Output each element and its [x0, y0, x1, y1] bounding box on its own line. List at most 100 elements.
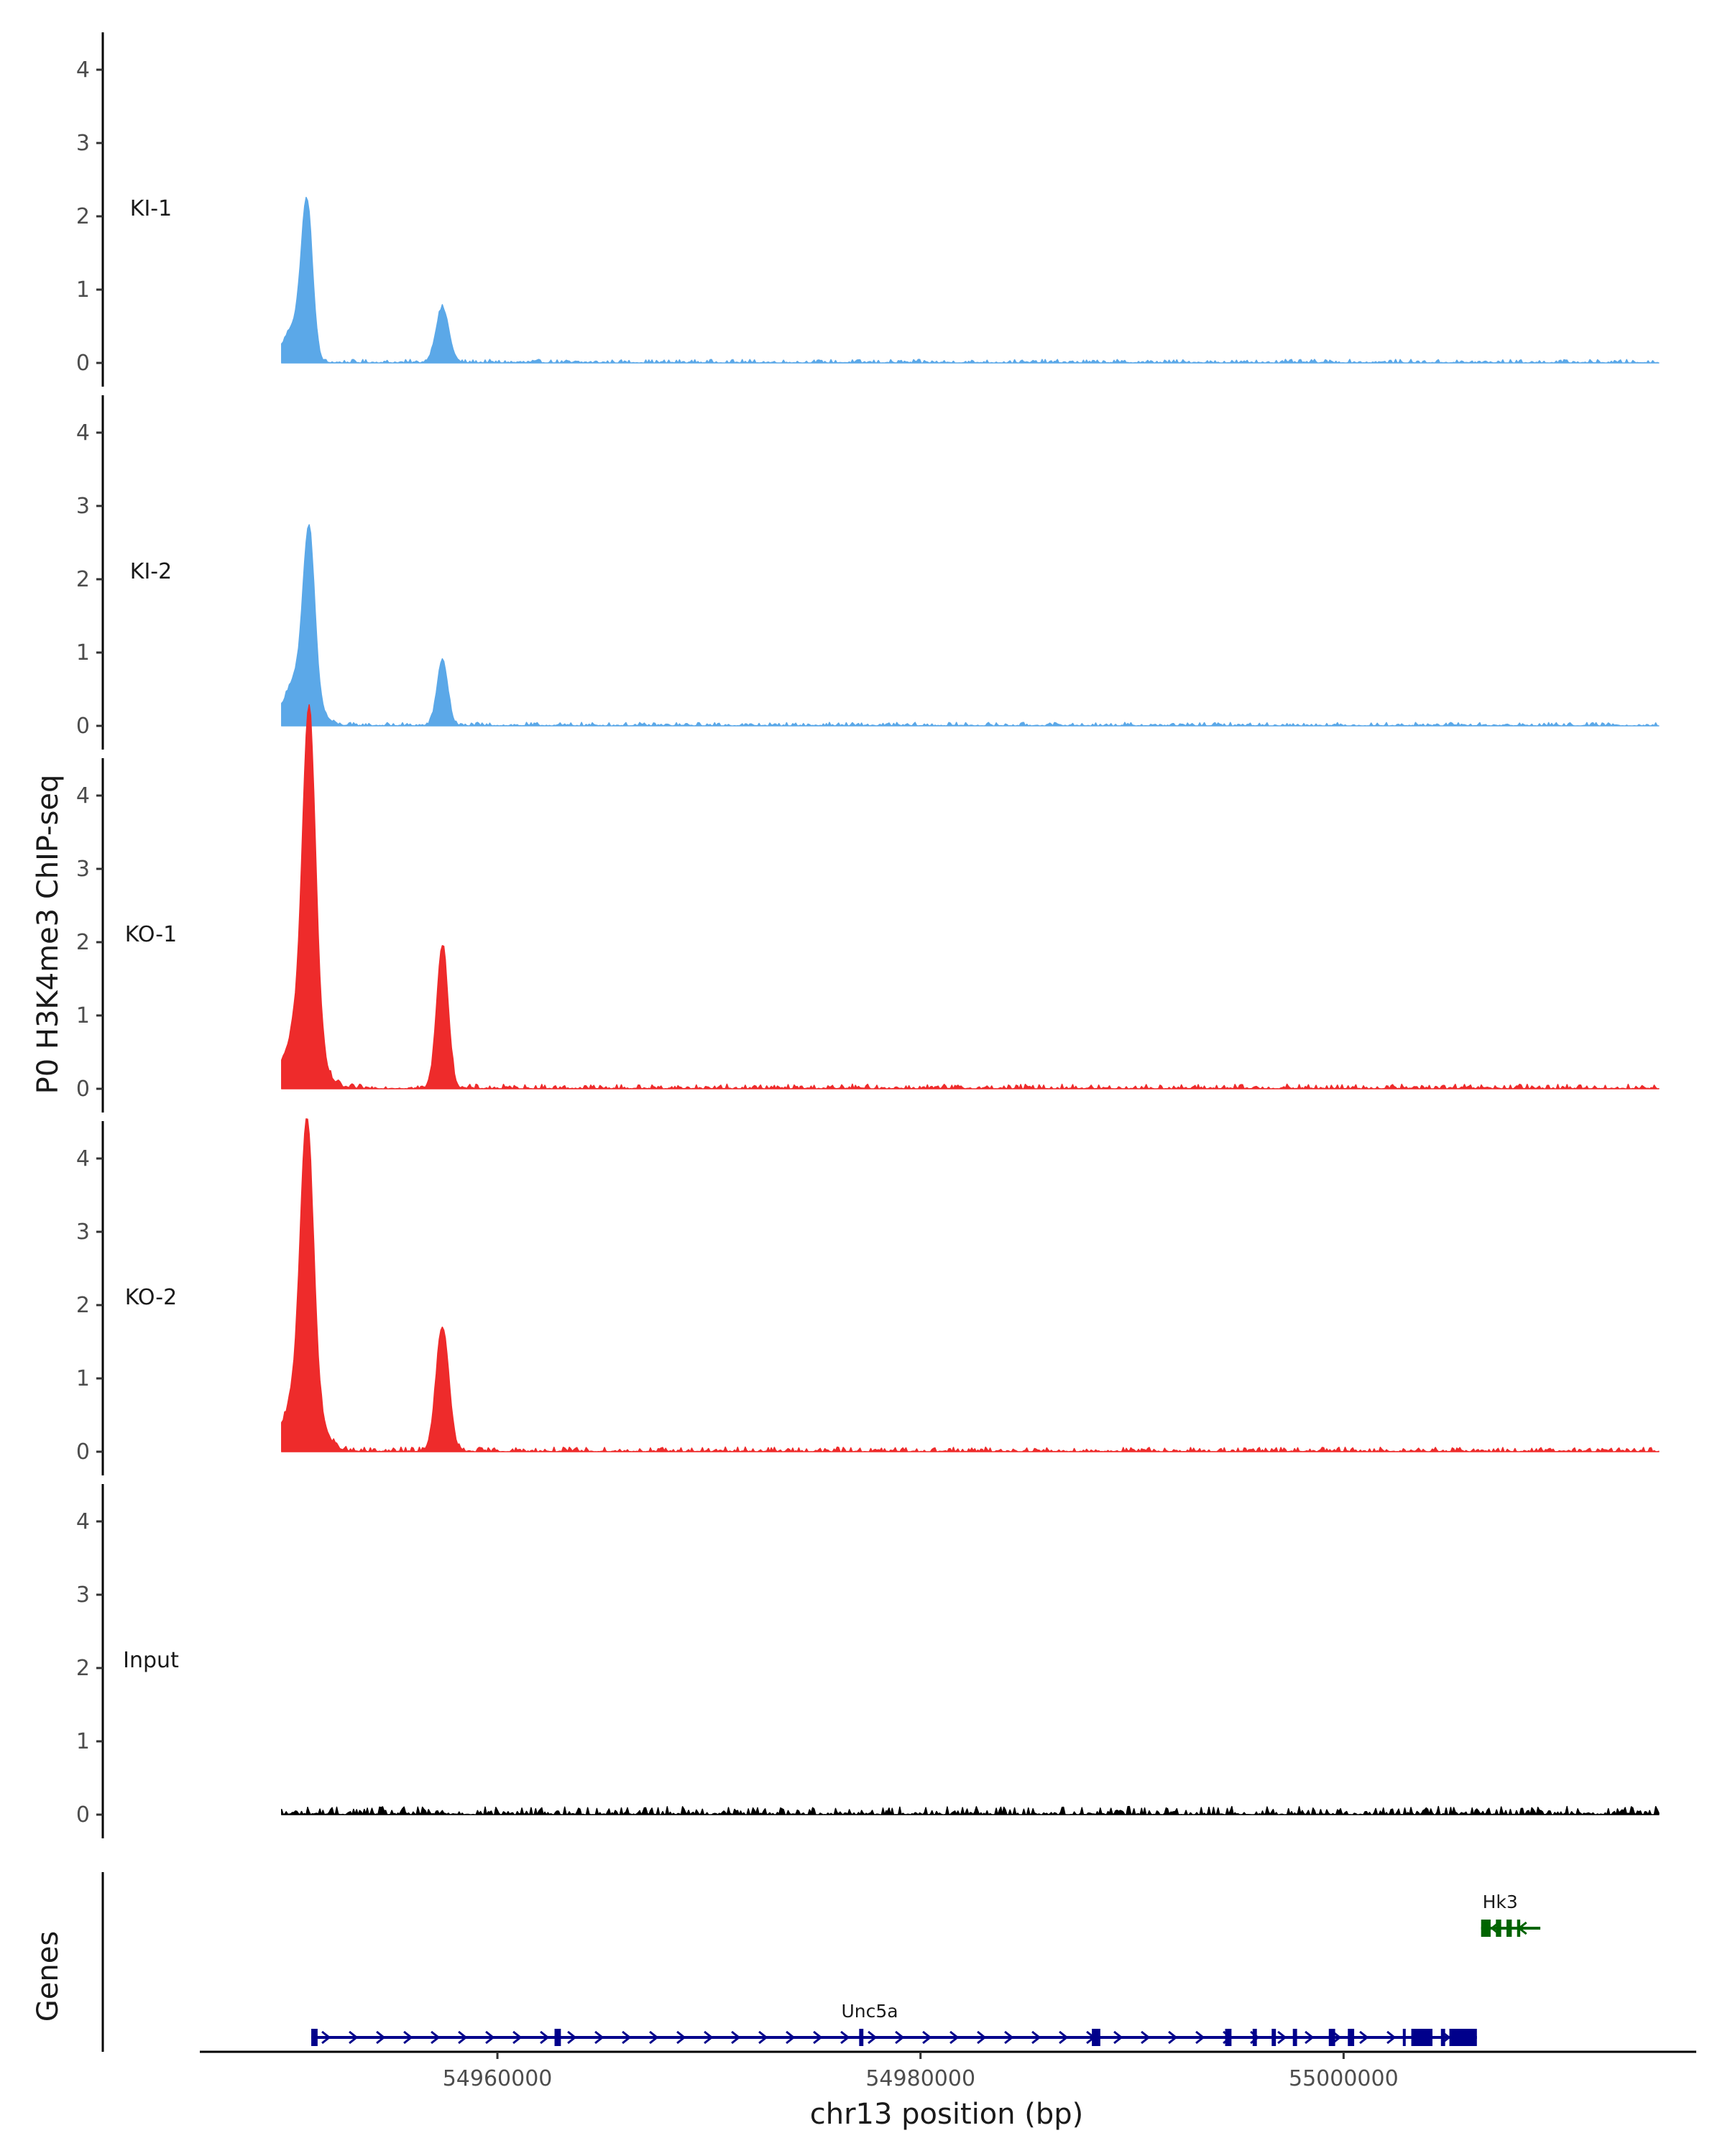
exon — [1271, 2029, 1276, 2046]
strand-arrow — [321, 2030, 331, 2045]
strand-arrow — [349, 2030, 359, 2045]
strand-arrow — [758, 2030, 768, 2045]
x-axis: 54960000 54980000 55000000 — [200, 2050, 1696, 2091]
strand-arrow — [1141, 2030, 1151, 2045]
y-tick-label: 0 — [76, 1077, 90, 1102]
track-ko-2: 0 1 2 3 4 KO-2 — [76, 1118, 1660, 1475]
y-tick-label: 1 — [76, 1003, 90, 1028]
strand-arrow — [1386, 2030, 1397, 2045]
signal-area — [281, 1118, 1660, 1452]
x-axis-title: chr13 position (bp) — [810, 2098, 1084, 2131]
strand-arrow — [922, 2030, 932, 2045]
strand-arrow — [1113, 2030, 1123, 2045]
signal-area — [281, 1805, 1660, 1815]
signal-area — [281, 704, 1660, 1089]
track-ko-1: 0 1 2 3 4 KO-1 — [76, 704, 1660, 1112]
x-tick-label: 54960000 — [443, 2066, 553, 2091]
y-tick-label: 2 — [76, 930, 90, 955]
y-tick-label: 4 — [76, 57, 90, 83]
track-input: 0 1 2 3 4 Input — [76, 1484, 1660, 1838]
strand-arrow — [431, 2030, 441, 2045]
y-axis-title: P0 H3K4me3 ChIP-seq — [32, 775, 65, 1095]
track-ki-2: 0 1 2 3 4 KI-2 — [76, 395, 1660, 750]
y-tick-label: 3 — [76, 1583, 90, 1608]
strand-arrow — [649, 2030, 659, 2045]
y-tick-label: 4 — [76, 783, 90, 808]
y-tick-label: 3 — [76, 494, 90, 519]
strand-arrow — [567, 2030, 577, 2045]
track-label: Input — [123, 1648, 179, 1673]
exon — [1496, 1920, 1501, 1937]
exon — [859, 2029, 864, 2046]
genes-panel: Unc5a Hk3 — [101, 1872, 1541, 2052]
track-label: KI-1 — [130, 196, 172, 221]
strand-arrow — [1195, 2030, 1205, 2045]
strand-arrow — [512, 2030, 523, 2045]
exon — [1449, 2029, 1477, 2046]
strand-arrow — [1031, 2030, 1041, 2045]
y-tick-label: 2 — [76, 567, 90, 592]
strand-arrow — [622, 2030, 632, 2045]
exon — [1517, 1920, 1521, 1937]
strand-arrow — [1059, 2030, 1069, 2045]
y-tick-label: 0 — [76, 1439, 90, 1465]
y-tick-label: 4 — [76, 1146, 90, 1171]
strand-arrow — [458, 2030, 468, 2045]
track-label: KO-2 — [125, 1285, 177, 1310]
track-label: KO-1 — [125, 922, 177, 947]
track-label: KI-2 — [130, 559, 172, 584]
strand-arrow — [786, 2030, 796, 2045]
strand-arrow — [813, 2030, 823, 2045]
strand-arrow — [840, 2030, 850, 2045]
exon — [1292, 2029, 1297, 2046]
exon — [554, 2029, 561, 2046]
exon — [1252, 2029, 1257, 2046]
y-tick-label: 3 — [76, 857, 90, 882]
exon — [1481, 1920, 1491, 1937]
y-tick-label: 2 — [76, 1293, 90, 1318]
strand-arrow — [949, 2030, 960, 2045]
strand-arrow — [1004, 2030, 1014, 2045]
exon — [1402, 2029, 1406, 2046]
strand-arrow — [977, 2030, 987, 2045]
tracks-layer: 0 1 2 3 4 KI-1 0 1 2 3 4 KI-2 0 1 2 3 4 KO-1 0 1 2 3 4 KO-2 0 1 2 3… — [76, 32, 1660, 1838]
strand-arrow — [1359, 2030, 1369, 2045]
gene-label: Unc5a — [842, 2001, 898, 2022]
y-tick-label: 4 — [76, 1509, 90, 1534]
track-ki-1: 0 1 2 3 4 KI-1 — [76, 32, 1660, 387]
exon — [1348, 2029, 1355, 2046]
gene-unc5a: Unc5a — [311, 2001, 1477, 2046]
strand-arrow — [676, 2030, 686, 2045]
x-tick-label: 54980000 — [865, 2066, 975, 2091]
exon — [1225, 2029, 1232, 2046]
y-tick-label: 1 — [76, 640, 90, 665]
strand-arrow — [1277, 2030, 1287, 2045]
y-tick-label: 1 — [76, 1366, 90, 1391]
strand-arrow — [1305, 2030, 1315, 2045]
strand-arrow — [704, 2030, 714, 2045]
y-tick-label: 2 — [76, 204, 90, 229]
strand-arrow — [376, 2030, 386, 2045]
gene-hk3: Hk3 — [1481, 1892, 1541, 1937]
genes-axis-title: Genes — [32, 1931, 65, 2022]
strand-arrow — [731, 2030, 741, 2045]
strand-arrow — [403, 2030, 413, 2045]
x-tick-label: 55000000 — [1289, 2066, 1399, 2091]
exon — [1440, 2029, 1445, 2046]
y-tick-label: 0 — [76, 351, 90, 376]
strand-arrow — [594, 2030, 604, 2045]
y-tick-label: 1 — [76, 277, 90, 303]
y-tick-label: 4 — [76, 420, 90, 446]
exon — [1092, 2029, 1100, 2046]
exon — [1506, 1920, 1512, 1937]
y-tick-label: 0 — [76, 714, 90, 739]
y-tick-label: 3 — [76, 131, 90, 156]
signal-area — [281, 196, 1660, 364]
y-tick-label: 3 — [76, 1220, 90, 1245]
gene-label: Hk3 — [1483, 1892, 1518, 1912]
signal-area — [281, 524, 1660, 727]
strand-arrow — [868, 2030, 878, 2045]
strand-arrow — [895, 2030, 905, 2045]
exon — [1328, 2029, 1335, 2046]
